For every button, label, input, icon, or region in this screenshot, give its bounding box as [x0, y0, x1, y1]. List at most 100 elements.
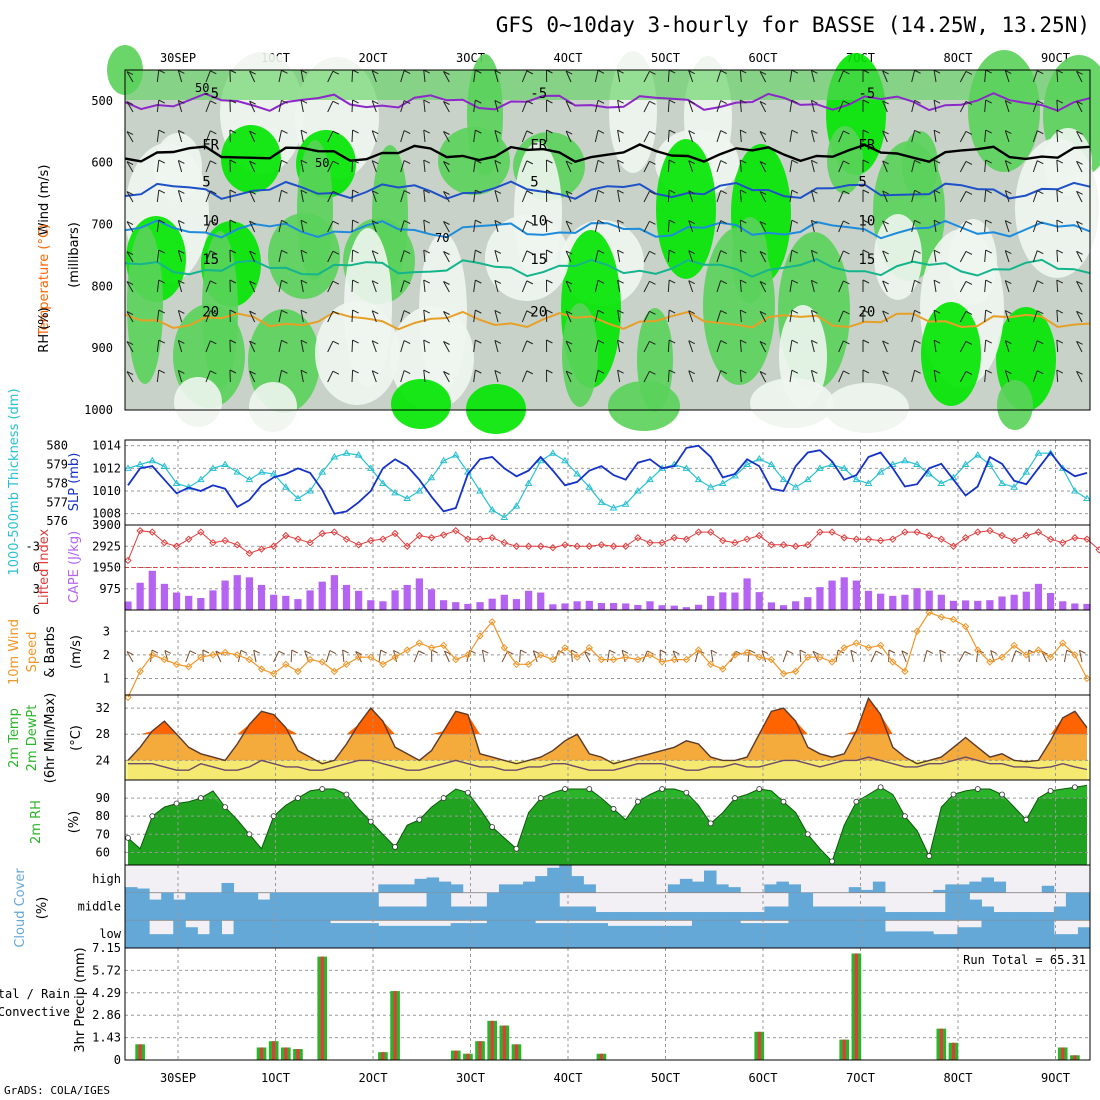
lifted-index-marker	[658, 539, 666, 547]
cape-bar	[901, 594, 909, 610]
upper-wind-barb	[494, 369, 502, 374]
upper-wind-barb	[494, 279, 502, 284]
upper-wind-barb	[565, 130, 573, 135]
upper-wind-barb	[838, 100, 844, 113]
rh-region	[562, 303, 598, 407]
upper-wind-barb	[494, 310, 499, 323]
upper-wind-barb	[526, 70, 534, 75]
upper-wind-barb	[249, 130, 256, 143]
thickness-marker	[767, 460, 776, 468]
cloud-bar	[426, 892, 440, 921]
cloud-bar	[438, 892, 452, 921]
bottom-date-label: 1OCT	[261, 1071, 290, 1085]
cloud-bar	[450, 923, 464, 948]
upper-wind-barb	[443, 251, 450, 255]
cape-ylabel: CAPE (J/kg)	[67, 531, 82, 603]
cloud-bar	[679, 878, 693, 893]
upper-wind-barb	[882, 340, 888, 353]
upper-wind-barb	[643, 71, 650, 83]
upper-wind-barb	[327, 340, 334, 353]
upper-wind-barb	[720, 160, 727, 165]
cloud-bar	[679, 912, 693, 921]
upper-wind-barb	[475, 159, 482, 164]
wind-speed-marker	[403, 646, 411, 654]
upper-wind-barb	[249, 370, 256, 375]
cloud-bar	[933, 934, 946, 948]
upper-wind-barb	[475, 339, 482, 344]
rh-marker	[853, 798, 860, 805]
upper-wind-barb	[546, 99, 553, 104]
upper-wind-barb	[1076, 161, 1083, 173]
li-tick-label: -3	[26, 539, 40, 553]
contour-label: 5	[530, 175, 538, 191]
upper-wind-barb	[332, 220, 340, 225]
upper-wind-barb	[791, 69, 799, 74]
cloud-bar	[1065, 892, 1079, 921]
upper-wind-barb	[1056, 69, 1064, 74]
lifted-index-marker	[682, 535, 691, 543]
upper-wind-barb	[423, 309, 430, 314]
upper-wind-barb	[933, 280, 937, 293]
upper-wind-barb	[649, 70, 656, 75]
wind-speed-marker	[464, 651, 472, 659]
cape-bar	[877, 593, 885, 610]
upper-wind-barb	[158, 129, 166, 134]
lifted-index-marker	[961, 534, 970, 542]
cloud-bar	[378, 925, 391, 948]
upper-wind-barb	[933, 129, 941, 134]
upper-wind-barb	[423, 280, 426, 293]
upper-wind-barb	[791, 369, 799, 374]
upper-wind-barb	[565, 370, 572, 383]
upper-wind-barb	[1032, 130, 1038, 143]
thickness-marker	[1010, 483, 1019, 490]
upper-wind-barb	[617, 279, 624, 284]
upper-wind-barb	[565, 310, 572, 323]
upper-wind-barb	[565, 280, 572, 293]
wind-barb	[501, 651, 508, 663]
slp-tick-label: 1014	[92, 439, 121, 453]
upper-wind-barb	[210, 370, 217, 375]
wind-speed-marker	[282, 660, 290, 669]
precip-convective-bar	[854, 953, 858, 1060]
wind-barb	[870, 650, 877, 663]
lifted-index-marker	[561, 541, 569, 549]
upper-wind-barb	[984, 280, 987, 293]
wind-barb	[1079, 650, 1083, 663]
cloud-bar	[233, 892, 247, 921]
upper-wind-barb	[475, 309, 482, 314]
wind-barb	[1063, 650, 1068, 663]
wind-barb	[799, 649, 802, 663]
thickness-marker	[488, 505, 497, 513]
upper-wind-barb	[371, 100, 377, 113]
wind-ylabel-line: 10m Wind	[7, 619, 22, 685]
lifted-index-marker	[1083, 535, 1091, 543]
upper-wind-barb	[740, 189, 747, 194]
lifted-index-marker	[257, 545, 266, 553]
cape-bar	[694, 604, 703, 610]
upper-wind-barb	[205, 220, 211, 233]
upper-wind-barb	[281, 159, 288, 164]
upper-wind-barb	[759, 370, 767, 375]
upper-wind-barb	[1076, 190, 1083, 195]
cloud-bar	[474, 906, 488, 921]
lifted-index-marker	[852, 535, 861, 543]
thickness-marker	[852, 475, 861, 483]
cape-bar	[1071, 603, 1079, 610]
upper-wind-barb	[668, 189, 676, 194]
wind-barb	[273, 650, 280, 663]
upper-wind-barb	[278, 190, 282, 203]
upper-wind-barb	[1056, 159, 1059, 173]
cloud-bar	[872, 920, 886, 948]
wind-speed-marker	[136, 667, 144, 676]
upper-wind-barb	[546, 159, 553, 164]
upper-wind-barb	[810, 220, 815, 233]
upper-wind-barb	[249, 160, 256, 173]
upper-wind-barb	[494, 189, 502, 194]
upper-wind-barb	[423, 219, 430, 224]
upper-wind-barb	[1032, 70, 1038, 83]
thickness-marker	[366, 464, 375, 471]
upper-wind-barb	[1056, 219, 1064, 224]
thickness-marker	[548, 449, 557, 456]
upper-wind-barb	[1056, 129, 1059, 143]
upper-wind-barb	[443, 71, 450, 83]
